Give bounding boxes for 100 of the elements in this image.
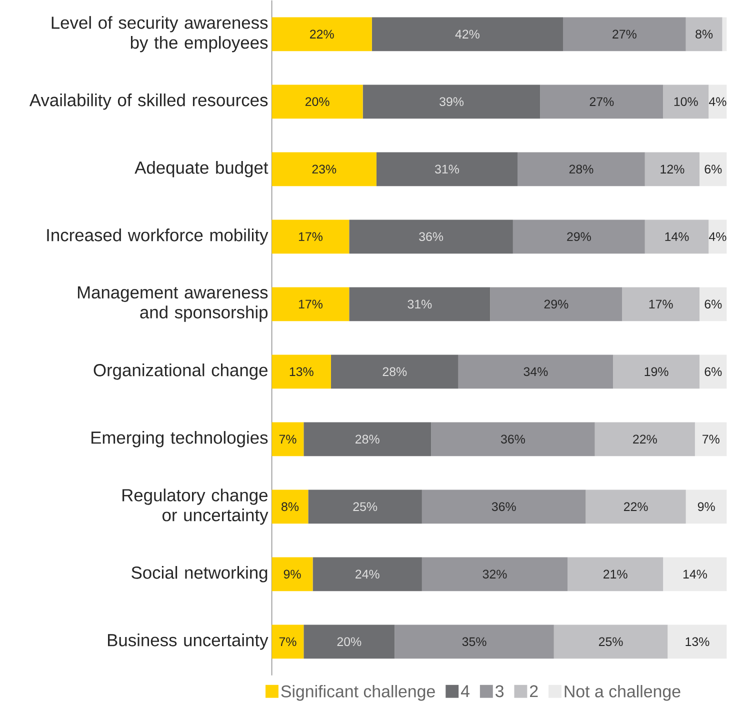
bar xyxy=(700,354,727,389)
bar xyxy=(686,17,722,52)
bar xyxy=(540,84,664,119)
bar xyxy=(422,490,586,524)
data-label: 17% xyxy=(649,300,673,309)
bar xyxy=(694,422,727,456)
bar xyxy=(272,422,304,456)
data-label: 7% xyxy=(279,637,296,646)
bar xyxy=(613,354,700,389)
y-tick-label: Availability of skilled resources xyxy=(29,94,268,110)
y-tick-label: Regulatory change or uncertainty xyxy=(122,488,268,525)
data-label: 32% xyxy=(482,570,507,579)
bar xyxy=(349,220,513,254)
data-label: 28% xyxy=(382,367,407,376)
bar xyxy=(568,557,664,592)
legend-label: 2 xyxy=(530,685,538,698)
data-label: 19% xyxy=(644,367,668,376)
data-label: 22% xyxy=(310,30,334,39)
bar xyxy=(663,84,709,119)
bar xyxy=(304,422,432,456)
bar xyxy=(686,490,727,524)
y-tick-label: Management awareness and sponsorship xyxy=(78,286,268,322)
data-label: 20% xyxy=(337,637,362,646)
data-label: 23% xyxy=(312,164,336,174)
data-label: 6% xyxy=(704,164,722,174)
data-label: 7% xyxy=(279,434,296,444)
data-label: 13% xyxy=(290,367,314,376)
data-label: 17% xyxy=(298,232,322,242)
bar xyxy=(708,84,727,119)
legend-label: Significant challenge xyxy=(281,685,435,701)
data-label: 14% xyxy=(683,570,707,579)
data-label: 25% xyxy=(598,637,623,646)
data-label: 42% xyxy=(455,30,480,39)
bar xyxy=(362,84,540,119)
bar xyxy=(272,354,331,389)
data-label: 31% xyxy=(434,164,459,174)
bar xyxy=(431,422,595,456)
bar xyxy=(586,490,686,524)
data-label: 29% xyxy=(567,232,591,242)
bar xyxy=(518,152,645,186)
bar xyxy=(644,152,700,186)
data-label: 28% xyxy=(569,164,594,174)
bar xyxy=(594,422,695,456)
data-label: 22% xyxy=(633,434,657,444)
data-label: 7% xyxy=(702,434,720,444)
bar xyxy=(708,220,727,254)
data-label: 9% xyxy=(284,570,301,579)
data-label: 10% xyxy=(674,97,698,106)
data-label: 25% xyxy=(353,502,378,512)
data-label: 21% xyxy=(604,570,628,579)
bar xyxy=(372,17,564,52)
data-label: 28% xyxy=(356,434,380,444)
bar xyxy=(272,490,308,524)
data-label: 9% xyxy=(698,502,715,512)
data-label: 27% xyxy=(590,97,614,106)
bar xyxy=(330,354,458,389)
data-label: 35% xyxy=(462,637,486,646)
bar xyxy=(376,152,518,186)
bar xyxy=(422,557,568,592)
y-tick-label: Increased workforce mobility xyxy=(47,228,268,245)
data-label: 17% xyxy=(298,300,322,309)
bar xyxy=(663,557,727,592)
data-label: 6% xyxy=(704,367,722,376)
bar xyxy=(272,287,350,322)
data-label: 27% xyxy=(612,30,636,39)
bar xyxy=(308,490,422,524)
y-tick-label: Emerging technologies xyxy=(92,431,268,448)
bar xyxy=(304,624,395,659)
data-label: 36% xyxy=(500,434,525,444)
data-label: 24% xyxy=(356,570,380,579)
bar xyxy=(512,220,645,254)
data-label: 14% xyxy=(665,232,689,242)
data-label: 39% xyxy=(440,97,464,106)
data-label: 6% xyxy=(704,300,722,309)
y-tick-label: Organizational change xyxy=(94,364,268,380)
data-label: 36% xyxy=(419,232,444,242)
bar xyxy=(700,287,727,322)
data-label: 20% xyxy=(305,97,330,106)
data-label: 4% xyxy=(708,97,726,106)
bar xyxy=(349,287,490,322)
bar xyxy=(272,220,350,254)
bar xyxy=(490,287,622,322)
bar xyxy=(272,84,363,119)
bar xyxy=(668,624,727,659)
y-tick-label: Social networking xyxy=(132,566,268,582)
y-tick-label: Adequate budget xyxy=(134,161,268,178)
data-label: 13% xyxy=(686,637,710,646)
bar xyxy=(458,354,614,389)
data-label: 8% xyxy=(696,30,713,39)
y-tick-label: Level of security awareness by the employees xyxy=(52,16,268,52)
data-label: 31% xyxy=(408,300,432,309)
bar xyxy=(394,624,554,659)
data-label: 34% xyxy=(524,367,548,376)
data-label: 22% xyxy=(624,502,648,512)
bar xyxy=(563,17,686,52)
bar xyxy=(272,557,313,592)
legend-label: 3 xyxy=(496,685,504,698)
data-label: 29% xyxy=(544,300,568,309)
bar xyxy=(700,152,727,186)
bar xyxy=(272,17,372,52)
